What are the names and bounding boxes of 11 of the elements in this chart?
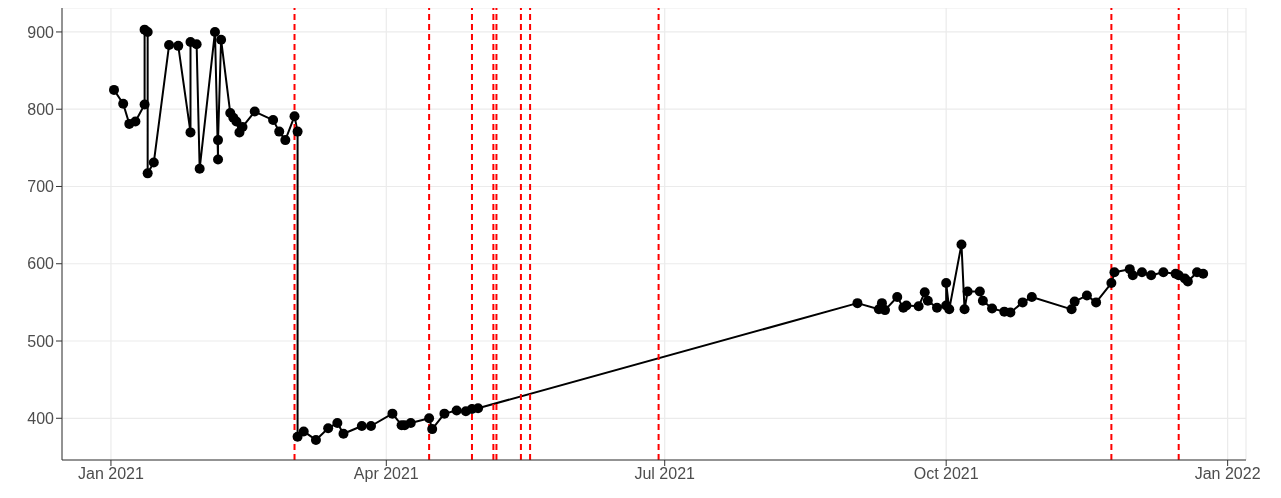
y-tick-label: 900 xyxy=(27,23,55,41)
y-tick-label: 400 xyxy=(27,409,55,427)
x-tick-label: Jan 2022 xyxy=(1194,465,1261,483)
y-tick-label: 500 xyxy=(27,332,55,350)
x-tick-label: Jan 2021 xyxy=(78,465,144,483)
x-tick-label: Apr 2021 xyxy=(353,465,419,483)
y-tick-label: 600 xyxy=(27,255,55,273)
x-tick-label: Jul 2021 xyxy=(634,465,696,483)
y-tick-label: 800 xyxy=(27,100,55,118)
y-tick-label: 700 xyxy=(27,178,55,196)
x-tick-label: Oct 2021 xyxy=(913,465,979,483)
